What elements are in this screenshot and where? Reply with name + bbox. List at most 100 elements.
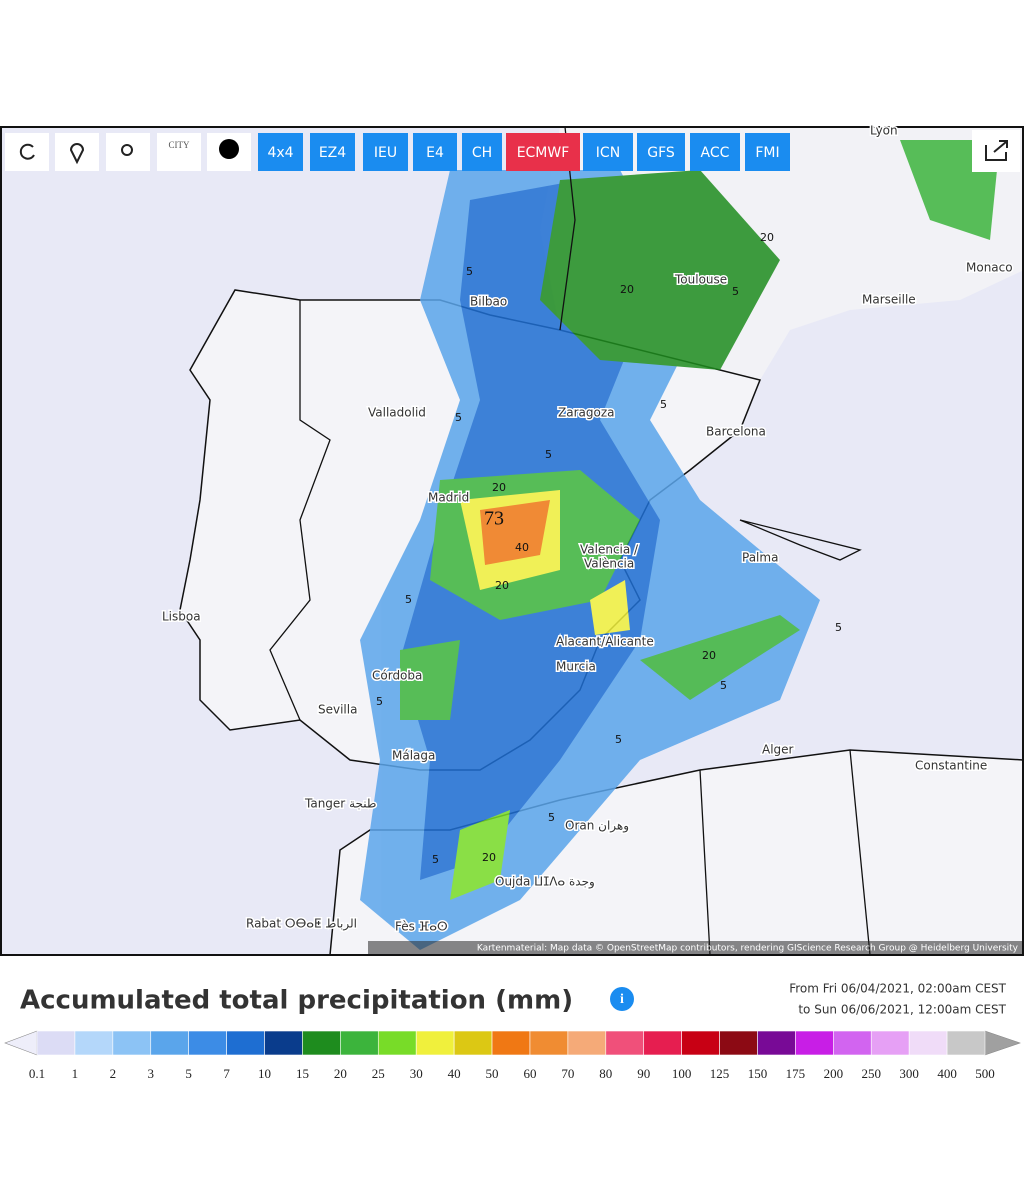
legend-swatch: [567, 1030, 607, 1056]
legend-tick-label: 90: [637, 1066, 650, 1081]
model-button[interactable]: [506, 133, 580, 171]
city-icon-label: CITY: [169, 140, 190, 150]
city-label: Barcelona: [706, 425, 766, 439]
city-label: Lyon: [870, 124, 898, 138]
model-button-label: ACC: [701, 145, 730, 161]
model-button[interactable]: [745, 133, 790, 171]
city-label: Alacant/Alicante: [556, 635, 654, 649]
legend-swatch: [188, 1030, 227, 1056]
city-label: Constantine: [915, 759, 987, 773]
model-button-label: IEU: [374, 145, 397, 161]
city-label: Rabat ⵔⴱⴰⵟ الرباط: [246, 917, 357, 932]
city-label: Oujda ⵡⵊⴷⴰ وجدة: [495, 875, 595, 890]
city-label: Lisboa: [162, 610, 201, 624]
city-button[interactable]: [157, 133, 201, 171]
legend-tick-label: 1: [72, 1066, 79, 1081]
contour-label: 5: [466, 265, 473, 278]
legend-swatch: [226, 1030, 265, 1056]
legend-swatch: [605, 1030, 645, 1056]
legend-swatch: [757, 1030, 796, 1056]
model-button[interactable]: [363, 133, 408, 171]
contour-label: 20: [492, 481, 506, 494]
attribution-bg: [368, 941, 1022, 954]
legend-tick-label: 150: [748, 1066, 768, 1081]
model-button[interactable]: [310, 133, 355, 171]
legend-tick-label: 5: [185, 1066, 192, 1081]
legend-swatch: [833, 1030, 872, 1056]
marker-icon: [219, 139, 239, 159]
zoom-button[interactable]: [106, 133, 150, 171]
precipitation: [360, 140, 1000, 950]
city-label: Zaragoza: [558, 406, 614, 420]
map[interactable]: [0, 127, 1024, 955]
contour-label: 5: [835, 621, 842, 634]
legend-tick-label: 10: [258, 1066, 271, 1081]
legend-tick-label: 0.1: [29, 1066, 45, 1081]
city-label: Tanger طنجة: [304, 797, 376, 811]
contour-label: 20: [495, 579, 509, 592]
city-label: València: [584, 557, 634, 571]
city-label: Monaco: [966, 261, 1013, 275]
city-label: Bilbao: [470, 295, 507, 309]
refresh-button[interactable]: [5, 133, 49, 171]
city-label: Fès ⴼⴰⵙ: [395, 920, 448, 934]
contour-label: 5: [432, 853, 439, 866]
contour-label: 5: [720, 679, 727, 692]
share-icon: [985, 140, 1008, 161]
contour-label: 5: [732, 285, 739, 298]
legend-swatch: [643, 1030, 682, 1056]
legend-tick-label: 250: [861, 1066, 881, 1081]
refresh-icon: [19, 143, 35, 160]
model-button[interactable]: [583, 133, 633, 171]
location-button[interactable]: [55, 133, 99, 171]
model-button-label: CH: [472, 145, 492, 161]
legend-tick-label: 25: [372, 1066, 385, 1081]
model-button[interactable]: [637, 133, 685, 171]
zoom-icon: [121, 144, 133, 156]
legend-tick-label: 70: [561, 1066, 574, 1081]
city-label: Toulouse: [674, 273, 727, 287]
legend-tick-label: 50: [486, 1066, 499, 1081]
legend-tick-label: 100: [672, 1066, 692, 1081]
model-button[interactable]: [462, 133, 502, 171]
legend-tick-label: 60: [523, 1066, 536, 1081]
maximum-label: 73: [484, 508, 504, 530]
legend-tick-label: 175: [786, 1066, 806, 1081]
city-label: Sevilla: [318, 703, 357, 717]
legend-swatch: [302, 1030, 341, 1056]
legend-swatch: [795, 1030, 834, 1056]
model-button[interactable]: [413, 133, 457, 171]
model-button-label: FMI: [755, 145, 779, 161]
legend-swatch: [36, 1030, 76, 1056]
map-frame: [0, 126, 1024, 956]
legend-swatch: [908, 1030, 948, 1056]
location-icon: [69, 143, 85, 165]
legend-swatch: [681, 1030, 720, 1056]
legend-swatch: [377, 1030, 417, 1056]
contour-label: 20: [702, 649, 716, 662]
legend-swatch: [719, 1030, 758, 1056]
legend-tick-label: 7: [223, 1066, 230, 1081]
toolbar: CITY 4x4 EZ4 IEU E4 CH ECMWF ICN GFS ACC FMI: [5, 130, 1020, 172]
legend-swatch: [74, 1030, 114, 1056]
legend-tick-label: 30: [410, 1066, 423, 1081]
legend-swatch: [870, 1030, 910, 1056]
model-button-label: ICN: [596, 145, 620, 161]
contour-label: 5: [405, 593, 412, 606]
city-label: Málaga: [392, 749, 435, 763]
legend-swatch: [529, 1030, 569, 1056]
legend-swatch: [150, 1030, 189, 1056]
legend-title: Accumulated total precipitation (mm): [20, 986, 573, 1016]
info-icon[interactable]: [610, 987, 634, 1011]
model-button[interactable]: [258, 133, 303, 171]
city-label: Murcia: [556, 660, 596, 674]
legend-swatch: [112, 1030, 152, 1056]
model-button-label: ECMWF: [517, 145, 570, 161]
legend-tick-label: 125: [710, 1066, 730, 1081]
city-label: Palma: [742, 551, 778, 565]
model-button[interactable]: [690, 133, 740, 171]
contour-label: 5: [455, 411, 462, 424]
contour-label: 20: [482, 851, 496, 864]
legend-swatch: [491, 1030, 531, 1056]
